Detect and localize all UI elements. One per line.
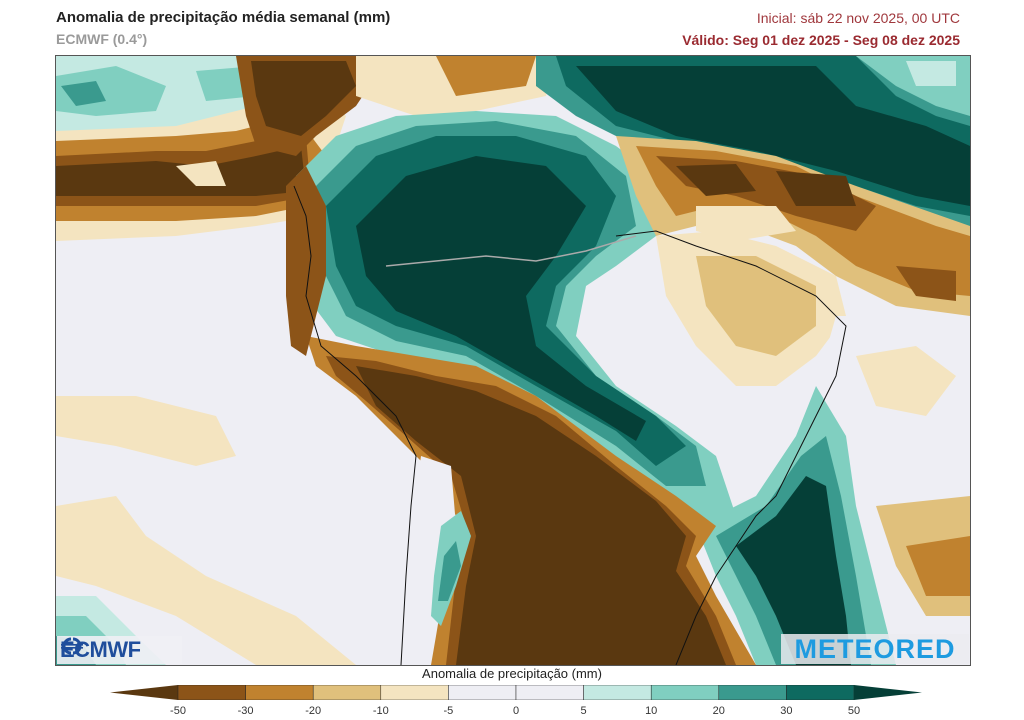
colorbar-arrow-low [110, 685, 178, 700]
map-field [56, 56, 970, 665]
tick-label: 30 [780, 705, 793, 717]
tick-label: -20 [305, 705, 322, 717]
ecmwf-logo-icon [61, 637, 83, 655]
tick-label: 20 [712, 705, 725, 717]
ecmwf-logo: ECMWF [57, 636, 182, 664]
tick-label: 10 [645, 705, 658, 717]
colorbar-arrow-high [854, 685, 922, 700]
colorbar-title: Anomalia de precipitação (mm) [422, 666, 602, 681]
tick-label: -5 [443, 705, 454, 717]
initial-time: Inicial: sáb 22 nov 2025, 00 UTC [756, 10, 960, 26]
ecmwf-logo-text: ECMWF [60, 637, 141, 662]
tick-label: -30 [237, 705, 254, 717]
tick-label: 5 [580, 705, 587, 717]
tick-label: -50 [170, 705, 186, 717]
chart-title: Anomalia de precipitação média semanal (… [56, 9, 391, 26]
tick-label: -10 [372, 705, 389, 717]
model-label: ECMWF (0.4°) [56, 31, 148, 47]
precipitation-anomaly-map: ECMWF METEORED [55, 55, 971, 666]
valid-period: Válido: Seg 01 dez 2025 - Seg 08 dez 202… [682, 32, 960, 48]
meteored-logo: METEORED [781, 634, 969, 664]
tick-label: 0 [512, 705, 520, 717]
tick-label: 50 [847, 705, 861, 717]
colorbar-ticks: -50 -30 -20 -10 -5 0 5 10 20 30 50 [0, 705, 1024, 719]
colorbar [110, 685, 922, 700]
